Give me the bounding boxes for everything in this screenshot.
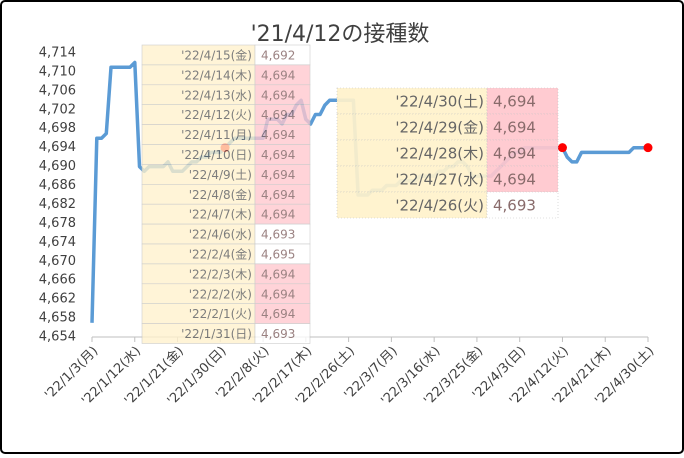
date-text: '22/4/13(水) xyxy=(181,88,252,102)
y-tick-label: 4,690 xyxy=(39,159,76,174)
count-cell xyxy=(486,191,559,219)
date-text: '22/4/29(金) xyxy=(395,119,484,137)
count-text: 4,694 xyxy=(493,171,536,189)
date-text: '22/4/27(水) xyxy=(395,171,484,189)
count-cell xyxy=(486,165,559,193)
data-table: '22/4/15(金) 4,692 '22/4/14(木) 4,694 '22/4/13… xyxy=(141,44,311,344)
date-text: '22/4/10(日) xyxy=(181,148,252,162)
date-text: '22/2/2(水) xyxy=(189,287,252,301)
date-text: '22/4/9(土) xyxy=(189,168,252,182)
count-text: 4,694 xyxy=(261,88,295,102)
date-text: '22/2/3(木) xyxy=(189,267,252,281)
y-tick-label: 4,666 xyxy=(39,273,76,288)
date-text: '22/2/4(金) xyxy=(189,246,252,261)
y-tick-label: 4,702 xyxy=(39,102,76,117)
date-text: '22/4/12(火) xyxy=(181,108,252,122)
count-text: 4,694 xyxy=(261,108,295,122)
y-tick-label: 4,710 xyxy=(39,64,76,79)
y-tick-label: 4,714 xyxy=(39,46,76,61)
count-text: 4,693 xyxy=(261,228,295,242)
count-text: 4,693 xyxy=(261,327,295,341)
count-text: 4,695 xyxy=(261,247,295,261)
count-text: 4,694 xyxy=(261,287,295,301)
y-tick-label: 4,682 xyxy=(39,197,76,212)
y-tick-label: 4,670 xyxy=(39,254,76,269)
count-cell xyxy=(254,323,311,344)
date-text: '22/4/11(月) xyxy=(181,128,252,142)
marker xyxy=(643,143,653,153)
date-cell xyxy=(336,113,488,141)
y-tick-label: 4,698 xyxy=(39,121,76,136)
y-tick-label: 4,686 xyxy=(39,178,76,193)
y-tick-label: 4,654 xyxy=(39,330,76,345)
count-text: 4,694 xyxy=(493,93,536,111)
y-tick-label: 4,706 xyxy=(39,83,76,98)
y-tick-label: 4,674 xyxy=(39,235,76,250)
marker xyxy=(557,143,567,153)
data-table: '22/4/30(土) 4,694 '22/4/29(金) 4,694 '22/4/28… xyxy=(336,87,559,219)
count-text: 4,694 xyxy=(493,119,536,137)
date-text: '22/1/31(日) xyxy=(181,327,252,341)
y-tick-label: 4,662 xyxy=(39,292,76,307)
date-text: '22/2/1(火) xyxy=(189,307,252,321)
count-text: 4,694 xyxy=(261,208,295,222)
count-cell xyxy=(486,87,559,115)
count-text: 4,694 xyxy=(261,68,295,82)
count-text: 4,694 xyxy=(261,128,295,142)
date-cell xyxy=(336,191,488,219)
date-text: '22/4/7(木) xyxy=(189,208,252,222)
chart-title: '21/4/12の接種数 xyxy=(251,22,430,47)
y-tick-label: 4,678 xyxy=(39,216,76,231)
count-cell xyxy=(486,139,559,167)
date-text: '22/4/15(金) xyxy=(181,47,252,62)
date-text: '22/4/6(水) xyxy=(189,228,252,242)
count-text: 4,694 xyxy=(261,148,295,162)
date-text: '22/4/28(木) xyxy=(395,145,484,163)
count-text: 4,694 xyxy=(261,307,295,321)
count-text: 4,694 xyxy=(261,188,295,202)
date-text: '22/4/8(金) xyxy=(189,187,252,202)
date-text: '22/4/14(木) xyxy=(181,68,252,82)
y-tick-label: 4,658 xyxy=(39,311,76,326)
date-text: '22/4/30(土) xyxy=(395,93,484,111)
count-text: 4,694 xyxy=(261,267,295,281)
date-cell xyxy=(336,139,488,167)
date-cell xyxy=(336,87,488,115)
y-tick-label: 4,694 xyxy=(39,140,76,155)
count-text: 4,694 xyxy=(261,168,295,182)
date-text: '22/4/26(火) xyxy=(395,197,484,215)
count-text: 4,693 xyxy=(493,197,536,215)
count-text: 4,694 xyxy=(493,145,536,163)
count-text: 4,692 xyxy=(261,48,295,62)
